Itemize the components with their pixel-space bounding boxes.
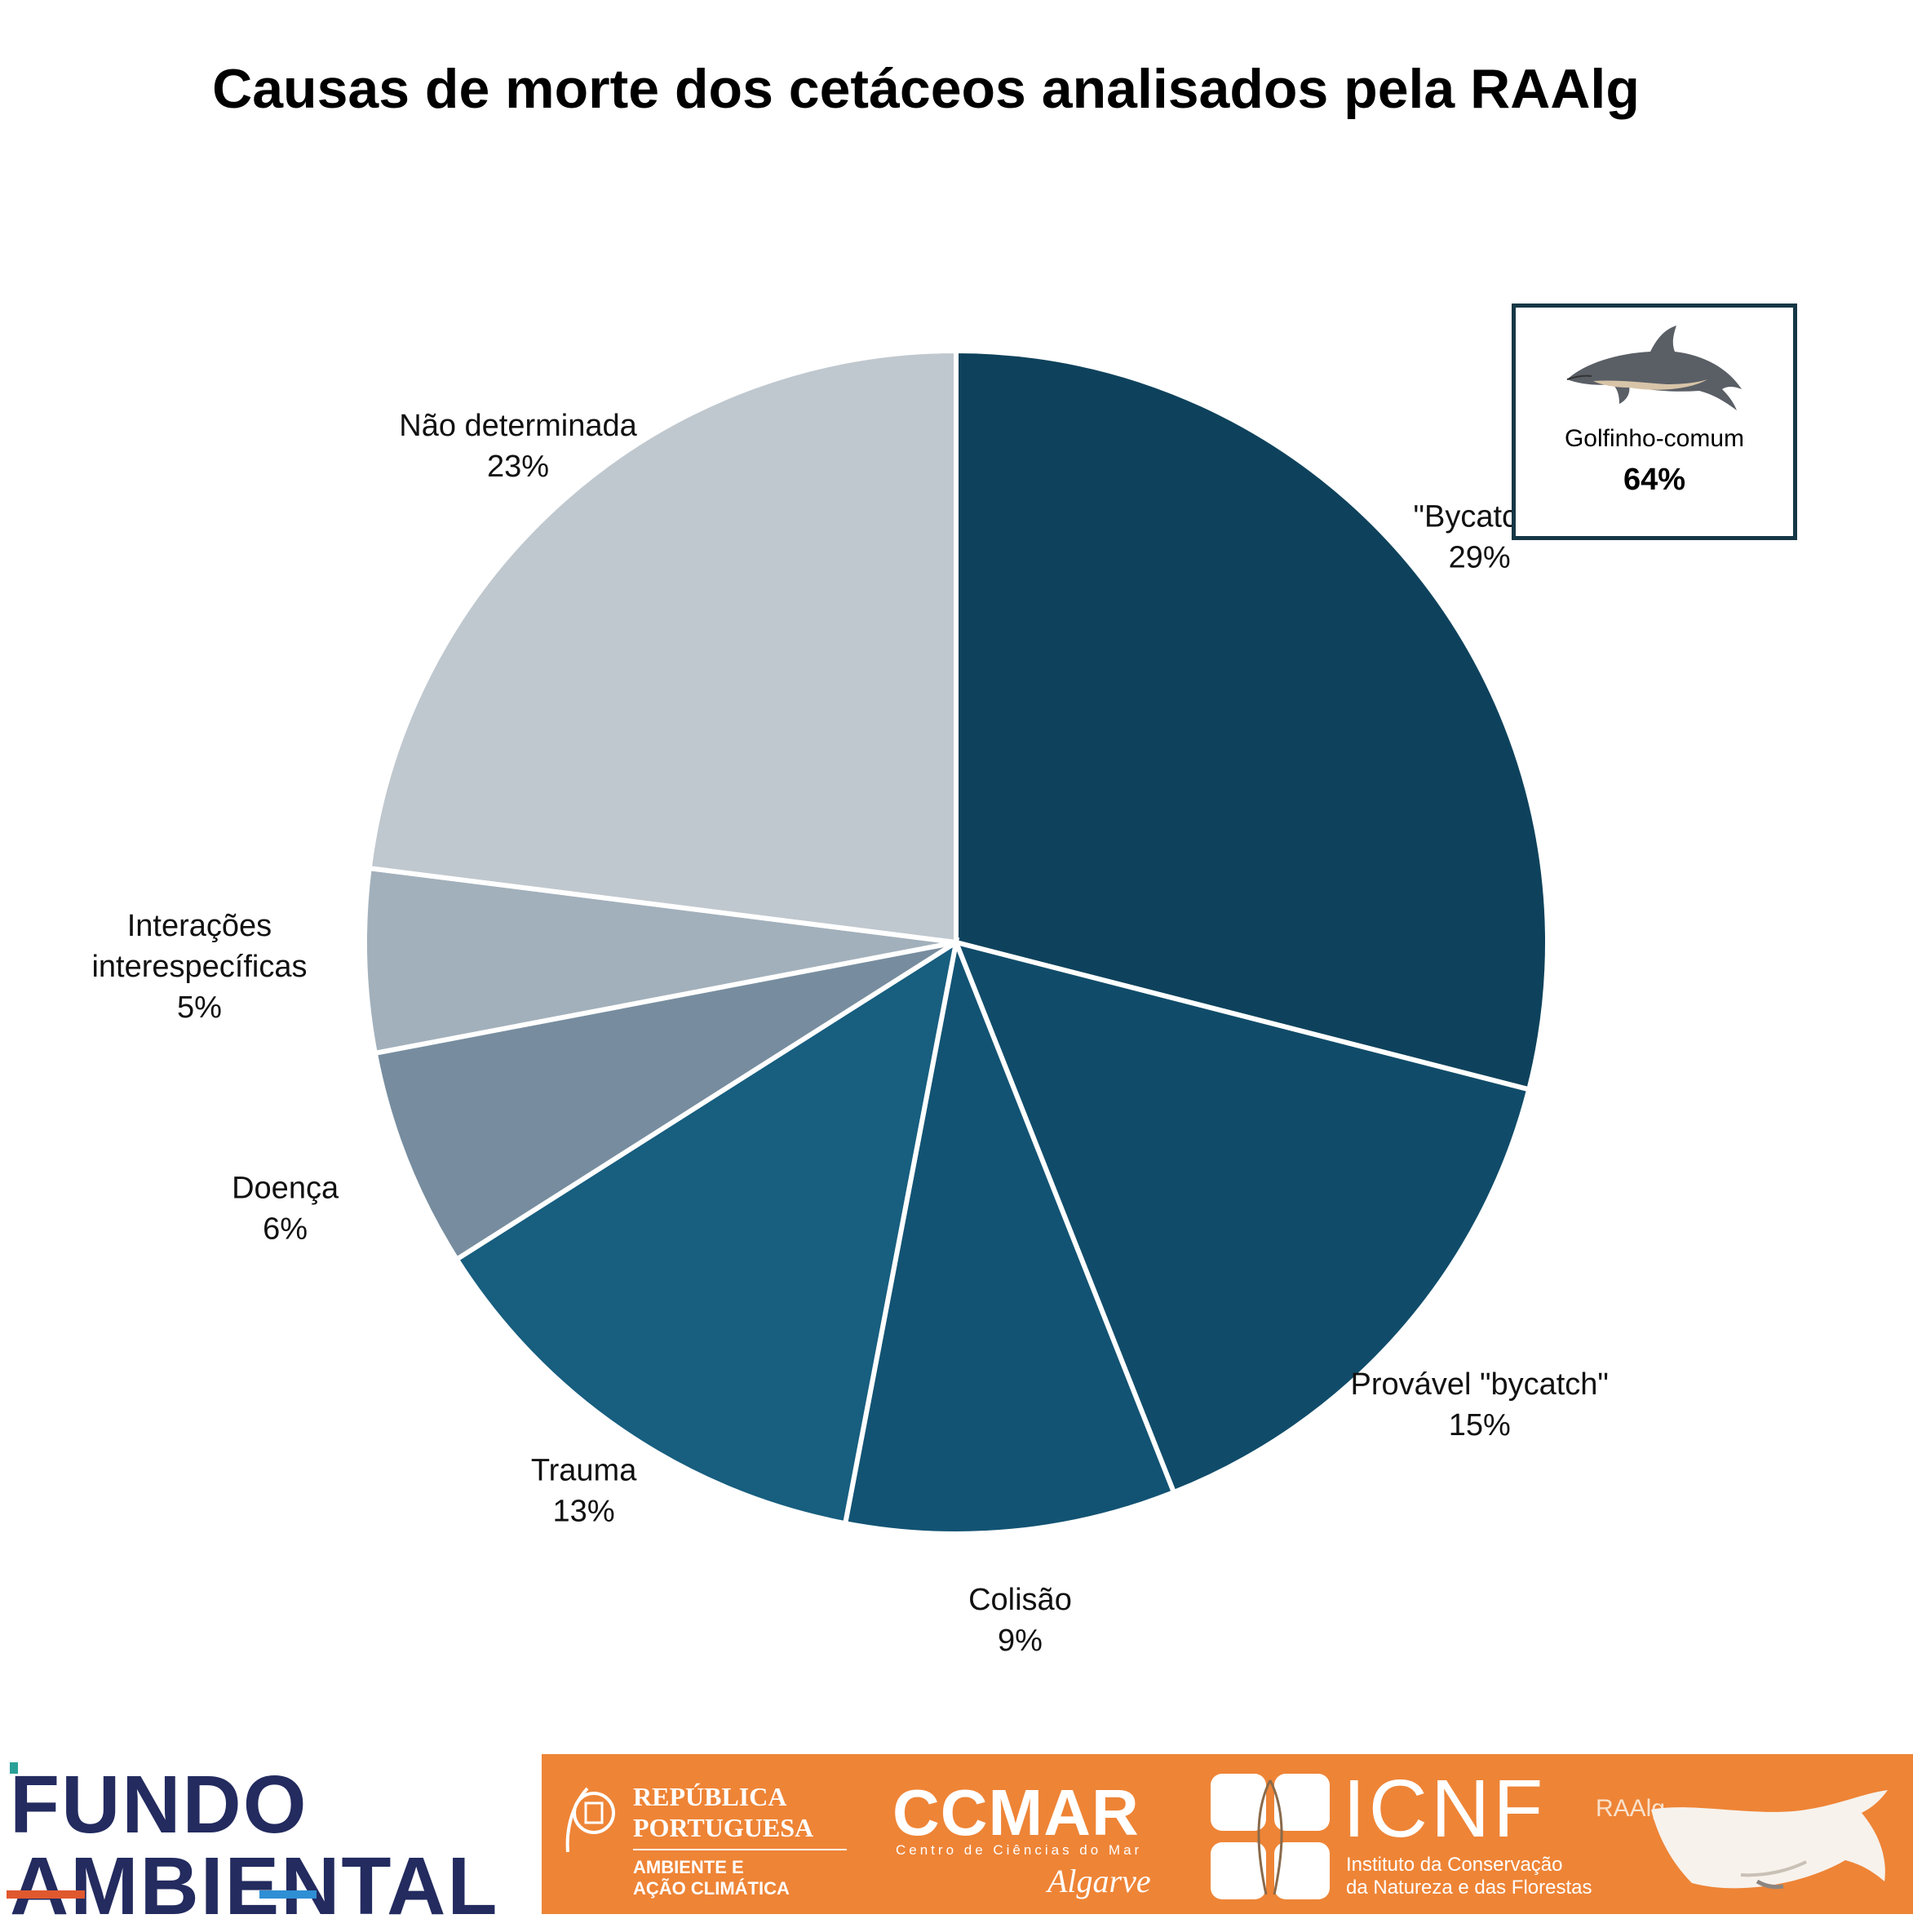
fundo-ambiental-bar-right bbox=[259, 1890, 317, 1899]
pie-slice-3 bbox=[453, 937, 960, 1527]
republica-emblem-icon bbox=[565, 1787, 615, 1853]
slice-label-1: Provável "bycatch" 15% bbox=[1351, 1367, 1609, 1442]
pie-slice-6 bbox=[366, 348, 959, 946]
slice-percent-4: 6% bbox=[263, 1212, 308, 1247]
pie-slices bbox=[362, 348, 1550, 1536]
republica-line2: PORTUGUESA bbox=[633, 1813, 814, 1842]
slice-name-3: Trauma bbox=[531, 1454, 637, 1488]
slice-label-3: Trauma 13% bbox=[531, 1454, 637, 1529]
pie-labels: "Bycatch" 29%Provável "bycatch" 15%Colisão… bbox=[91, 409, 1608, 1658]
slice-percent-2: 9% bbox=[998, 1624, 1043, 1658]
fundo-ambiental-logo: FUNDO AMBIENTAL bbox=[0, 1754, 538, 1927]
slice-name-1: Provável "bycatch" bbox=[1351, 1367, 1609, 1402]
slice-percent-5: 5% bbox=[177, 990, 222, 1025]
republica-line3: AMBIENTE E bbox=[633, 1857, 744, 1877]
pie-slice-1 bbox=[952, 938, 1532, 1496]
ccmar-name: CCMAR bbox=[892, 1776, 1140, 1849]
slice-name-5: Interações bbox=[127, 909, 272, 943]
slice-label-2: Colisão 9% bbox=[968, 1583, 1072, 1658]
slice-name-5: interespecíficas bbox=[91, 950, 307, 984]
slice-percent-6: 23% bbox=[487, 450, 549, 484]
icnf-line1: Instituto da Conservação bbox=[1346, 1854, 1563, 1876]
republica-divider bbox=[633, 1849, 847, 1850]
slice-name-4: Doença bbox=[232, 1172, 339, 1206]
icnf-oak-leaf-icon bbox=[1211, 1774, 1330, 1899]
slice-percent-3: 13% bbox=[553, 1495, 615, 1529]
slice-label-4: Doença 6% bbox=[232, 1172, 339, 1247]
icnf-line2: da Natureza e das Florestas bbox=[1346, 1877, 1592, 1899]
fundo-ambiental-line1: FUNDO bbox=[10, 1759, 308, 1850]
inset-species-name: Golfinho-comum bbox=[1564, 425, 1745, 452]
slice-percent-1: 15% bbox=[1449, 1408, 1511, 1442]
pie-slice-2 bbox=[842, 933, 1177, 1536]
ccmar-subtitle: Centro de Ciências do Mar bbox=[896, 1842, 1143, 1858]
pie-slice-4 bbox=[372, 940, 958, 1263]
pie-chart: "Bycatch" 29%Provável "bycatch" 15%Colisão… bbox=[91, 348, 1609, 1659]
slice-label-5: Interações interespecíficas 5% bbox=[91, 909, 307, 1025]
pie-slice-5 bbox=[362, 865, 957, 1057]
slice-name-2: Colisão bbox=[968, 1583, 1072, 1617]
pie-slice-0 bbox=[954, 348, 1550, 1092]
fundo-ambiental-bar-left bbox=[7, 1890, 85, 1899]
dolphin-icon bbox=[1566, 326, 1742, 410]
icnf-name: ICNF bbox=[1343, 1763, 1547, 1854]
republica-line1: REPÚBLICA bbox=[633, 1782, 787, 1811]
partners-footer: REPÚBLICA PORTUGUESA AMBIENTE E AÇÃO CLI… bbox=[542, 1754, 1913, 1914]
ccmar-region: Algarve bbox=[1047, 1863, 1151, 1899]
slice-label-6: Não determinada 23% bbox=[399, 409, 637, 484]
whale-icon bbox=[1651, 1790, 1888, 1890]
inset-percent: 64% bbox=[1623, 463, 1686, 497]
republica-line4: AÇÃO CLIMÁTICA bbox=[633, 1878, 790, 1899]
species-inset: Golfinho-comum 64% bbox=[1512, 304, 1797, 540]
slice-percent-0: 29% bbox=[1449, 540, 1511, 574]
fundo-ambiental-accent bbox=[10, 1762, 18, 1774]
slice-name-6: Não determinada bbox=[399, 409, 637, 443]
chart-title: Causas de morte dos cetáceos analisados … bbox=[212, 58, 1640, 120]
fundo-ambiental-line2: AMBIENTAL bbox=[10, 1841, 499, 1932]
